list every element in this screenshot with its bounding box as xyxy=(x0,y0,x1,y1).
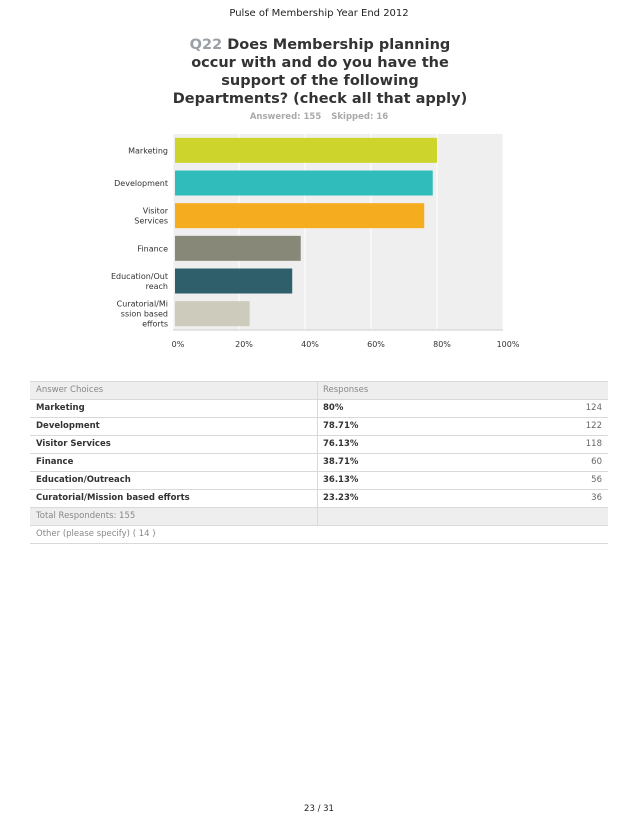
table-row: Development 78.71% 122 xyxy=(30,418,608,436)
table-row: Curatorial/Mission based efforts 23.23% … xyxy=(30,490,608,508)
column-divider xyxy=(317,490,318,507)
column-divider xyxy=(317,382,318,399)
total-respondents-row: Total Respondents: 155 xyxy=(30,508,608,526)
category-label: Education/Out reach xyxy=(111,272,168,291)
response-percent: 38.71% xyxy=(323,457,359,467)
response-count: 36 xyxy=(591,493,602,503)
column-divider xyxy=(317,418,318,435)
table-row: Marketing 80% 124 xyxy=(30,400,608,418)
answered-count: Answered: 155 xyxy=(249,112,322,122)
response-stats: Answered: 155 Skipped: 16 xyxy=(0,112,638,122)
table-header-row: Answer Choices Responses xyxy=(30,381,608,400)
response-percent: 36.13% xyxy=(323,475,359,485)
question-title-line-3: support of the following xyxy=(221,73,419,89)
response-count: 56 xyxy=(591,475,602,485)
other-responses-row: Other (please specify) ( 14 ) xyxy=(30,526,608,544)
response-count: 122 xyxy=(585,421,602,431)
response-count: 118 xyxy=(585,439,602,449)
column-divider xyxy=(317,472,318,489)
bar xyxy=(175,137,437,163)
bar xyxy=(175,170,433,196)
answer-choice: Curatorial/Mission based efforts xyxy=(36,493,190,503)
question-title: Q22 Does Membership planning occur with … xyxy=(160,36,480,108)
header-answer-choices: Answer Choices xyxy=(36,385,104,395)
answer-choice: Development xyxy=(36,421,100,431)
category-label: Development xyxy=(114,179,168,188)
tick-label: 20% xyxy=(235,340,253,349)
skipped-count: Skipped: 16 xyxy=(331,112,389,122)
column-divider xyxy=(317,454,318,471)
response-count: 124 xyxy=(585,403,602,413)
plot-area xyxy=(173,134,503,330)
question-title-line-2: occur with and do you have the xyxy=(191,55,449,71)
total-respondents: Total Respondents: 155 xyxy=(36,511,136,521)
response-percent: 23.23% xyxy=(323,493,359,503)
category-label: Marketing xyxy=(128,146,168,155)
answer-choice: Finance xyxy=(36,457,74,467)
bar xyxy=(175,268,293,294)
column-divider xyxy=(317,508,318,525)
table-row: Education/Outreach 36.13% 56 xyxy=(30,472,608,490)
question-title-line-1: Does Membership planning xyxy=(227,37,451,53)
tick-label: 80% xyxy=(433,340,451,349)
bar xyxy=(175,235,301,261)
tick-label: 40% xyxy=(301,340,319,349)
response-percent: 78.71% xyxy=(323,421,359,431)
table-row: Visitor Services 76.13% 118 xyxy=(30,436,608,454)
bar-chart: Marketing Development Visitor Services Finan… xyxy=(111,134,520,349)
answer-choice: Marketing xyxy=(36,403,85,413)
page-number: 23 / 31 xyxy=(304,804,334,814)
column-divider xyxy=(317,400,318,417)
column-divider xyxy=(317,436,318,453)
report-title: Pulse of Membership Year End 2012 xyxy=(229,8,409,19)
answer-choice: Visitor Services xyxy=(36,439,111,449)
bar xyxy=(175,301,250,327)
other-please-specify: Other (please specify) ( 14 ) xyxy=(36,529,156,539)
response-count: 60 xyxy=(591,457,602,467)
category-label: Finance xyxy=(137,244,168,253)
responses-table: Answer Choices Responses Marketing 80% 1… xyxy=(30,381,608,544)
question-title-line-4: Departments? (check all that apply) xyxy=(172,91,468,107)
category-label: Visitor Services xyxy=(134,207,168,226)
response-percent: 76.13% xyxy=(323,439,359,449)
tick-label: 60% xyxy=(367,340,385,349)
question-number: Q22 xyxy=(189,37,223,53)
bar xyxy=(175,203,425,229)
tick-label: 0% xyxy=(172,340,185,349)
header-responses: Responses xyxy=(323,385,369,395)
category-label: Curatorial/Mi ssion based efforts xyxy=(117,300,168,329)
table-row: Finance 38.71% 60 xyxy=(30,454,608,472)
response-percent: 80% xyxy=(323,403,344,413)
tick-label: 100% xyxy=(497,340,520,349)
answer-choice: Education/Outreach xyxy=(36,475,131,485)
